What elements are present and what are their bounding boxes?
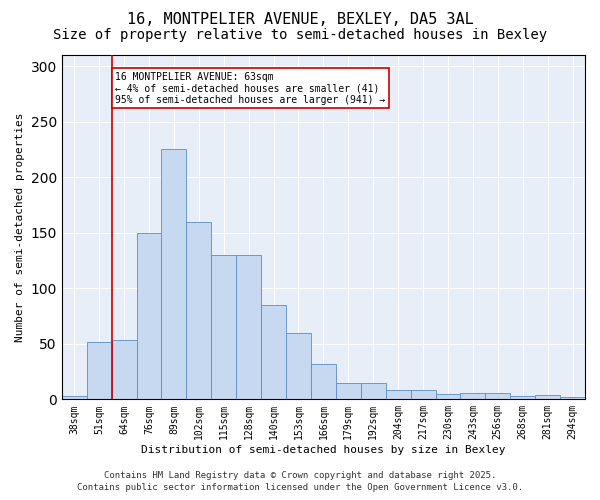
Bar [510,396,535,400]
Bar [236,255,261,400]
Bar [535,395,560,400]
Bar [87,342,112,400]
Bar [62,396,87,400]
Bar [336,382,361,400]
Bar [386,390,410,400]
X-axis label: Distribution of semi-detached houses by size in Bexley: Distribution of semi-detached houses by … [141,445,506,455]
Bar [436,394,460,400]
Bar [161,150,187,400]
Bar [311,364,336,400]
Y-axis label: Number of semi-detached properties: Number of semi-detached properties [15,112,25,342]
Bar [261,305,286,400]
Bar [112,340,137,400]
Bar [460,392,485,400]
Bar [187,222,211,400]
Bar [211,255,236,400]
Text: Size of property relative to semi-detached houses in Bexley: Size of property relative to semi-detach… [53,28,547,42]
Bar [560,397,585,400]
Bar [361,382,386,400]
Bar [137,232,161,400]
Text: 16, MONTPELIER AVENUE, BEXLEY, DA5 3AL: 16, MONTPELIER AVENUE, BEXLEY, DA5 3AL [127,12,473,28]
Bar [286,332,311,400]
Bar [410,390,436,400]
Text: 16 MONTPELIER AVENUE: 63sqm
← 4% of semi-detached houses are smaller (41)
95% of: 16 MONTPELIER AVENUE: 63sqm ← 4% of semi… [115,72,386,105]
Text: Contains HM Land Registry data © Crown copyright and database right 2025.
Contai: Contains HM Land Registry data © Crown c… [77,471,523,492]
Bar [485,392,510,400]
